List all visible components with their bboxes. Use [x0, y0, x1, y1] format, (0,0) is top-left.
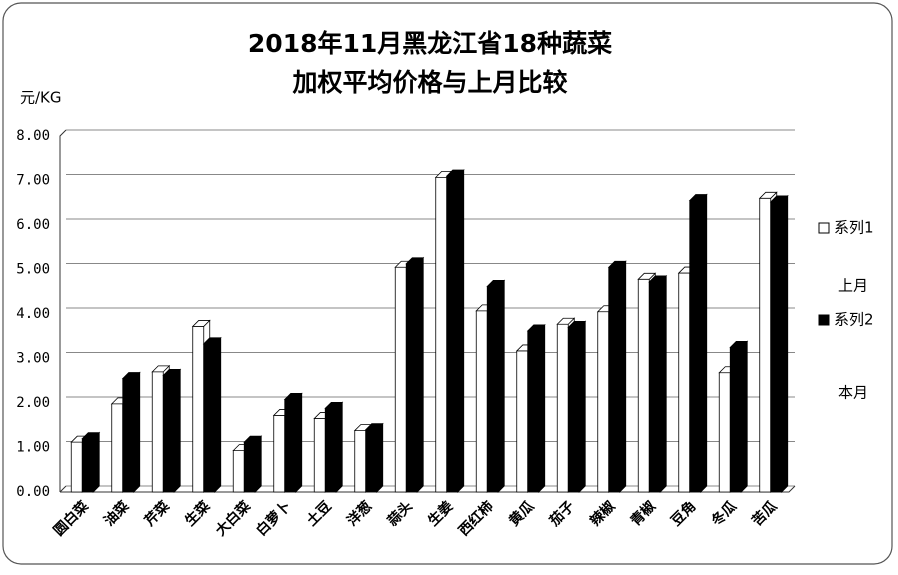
y-tick-label: 0.00 — [16, 484, 50, 500]
legend-label: 系列2 — [834, 311, 874, 329]
bar — [364, 422, 384, 493]
bar — [445, 169, 465, 493]
y-tick-label: 6.00 — [16, 217, 50, 233]
y-tick-label: 5.00 — [16, 262, 50, 278]
y-tick-label: 7.00 — [16, 173, 50, 189]
bar — [729, 340, 749, 493]
y-tick-label: 1.00 — [16, 440, 50, 456]
bar — [324, 401, 344, 493]
bar — [81, 431, 101, 493]
bar — [202, 336, 222, 493]
bar — [486, 279, 506, 493]
y-tick-label: 2.00 — [16, 395, 50, 411]
y-tick-label: 8.00 — [16, 128, 50, 144]
bar — [283, 392, 303, 493]
bar — [526, 323, 546, 493]
axis — [59, 129, 796, 493]
legend-label: 系列1 — [834, 219, 874, 237]
bar — [769, 194, 789, 493]
bar — [405, 256, 425, 493]
bar — [162, 368, 182, 493]
legend-swatch — [818, 314, 830, 326]
bar — [607, 260, 627, 493]
bar — [567, 320, 587, 493]
bar — [243, 435, 263, 493]
bar — [121, 371, 141, 493]
y-tick-label: 4.00 — [16, 306, 50, 322]
bar — [688, 193, 708, 493]
chart-title: 2018年11月黑龙江省18种蔬菜 — [248, 29, 612, 58]
chart-title: 加权平均价格与上月比较 — [291, 68, 567, 97]
bar — [648, 274, 668, 493]
legend-note: 本月 — [838, 384, 868, 402]
y-axis-label: 元/KG — [20, 89, 62, 107]
y-tick-label: 3.00 — [16, 351, 50, 367]
legend-swatch — [818, 222, 830, 234]
legend-note: 上月 — [838, 277, 868, 295]
